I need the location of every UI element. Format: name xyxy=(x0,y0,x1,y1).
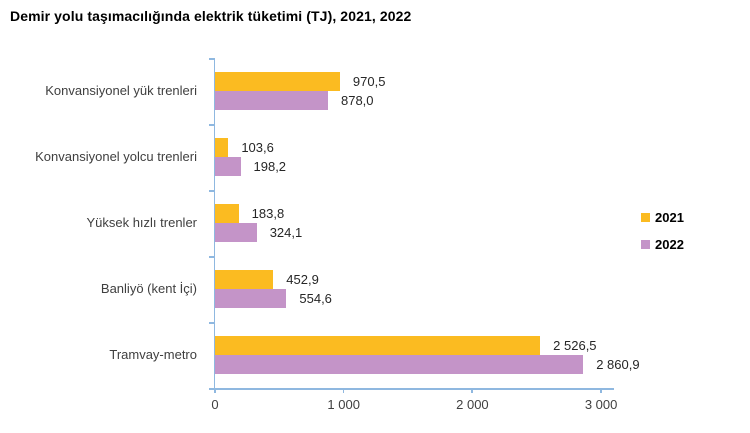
bar-2022 xyxy=(215,223,257,242)
x-axis-tick-label: 3 000 xyxy=(584,397,618,412)
legend-label-2022: 2022 xyxy=(655,237,684,252)
bar-2022 xyxy=(215,355,584,374)
x-axis-tick-label: 0 xyxy=(211,397,219,412)
x-axis-tick xyxy=(342,388,345,393)
category-label: Yüksek hızlı trenler xyxy=(86,214,197,230)
legend-swatch-2022 xyxy=(641,240,650,249)
value-label-2021: 2 526,5 xyxy=(553,338,597,353)
legend-item-2022: 2022 xyxy=(641,237,684,252)
category-label: Tramvay-metro xyxy=(109,346,197,362)
value-label-2022: 554,6 xyxy=(299,291,332,306)
category-label: Konvansiyonel yük trenleri xyxy=(45,82,197,98)
bar-2022 xyxy=(215,91,328,110)
legend-item-2021: 2021 xyxy=(641,210,684,225)
x-axis-tick xyxy=(600,388,602,393)
value-label-2021: 970,5 xyxy=(352,74,386,89)
bar-2021 xyxy=(215,204,239,223)
legend: 2021 2022 xyxy=(641,210,684,252)
value-label-2022: 2 860,9 xyxy=(596,357,640,372)
value-label-2022: 198,2 xyxy=(253,159,287,174)
bar-2021 xyxy=(215,270,274,289)
x-axis-line xyxy=(213,388,614,390)
x-axis-tick-label: 1 000 xyxy=(327,397,360,412)
y-axis-tick xyxy=(208,256,214,258)
x-axis-tick xyxy=(214,388,216,393)
value-label-2022: 324,1 xyxy=(269,225,303,240)
bar-2021 xyxy=(215,138,229,157)
category-label: Banliyö (kent İçi) xyxy=(100,280,197,296)
y-axis-tick xyxy=(208,388,214,390)
chart-title: Demir yolu taşımacılığında elektrik tüke… xyxy=(10,8,412,24)
legend-label-2021: 2021 xyxy=(655,210,684,225)
bar-2021 xyxy=(215,72,340,91)
x-axis-tick-label: 2 000 xyxy=(456,397,489,412)
y-axis-tick xyxy=(208,190,214,192)
x-axis-tick xyxy=(471,388,473,393)
bar-2022 xyxy=(215,157,241,176)
bar-2022 xyxy=(215,289,287,308)
y-axis-tick xyxy=(208,124,214,126)
category-label: Konvansiyonel yolcu trenleri xyxy=(35,148,197,164)
value-label-2022: 878,0 xyxy=(340,93,374,108)
value-label-2021: 103,6 xyxy=(241,140,274,155)
y-axis-tick xyxy=(208,322,214,324)
y-axis-tick xyxy=(208,58,214,60)
y-axis-line xyxy=(213,58,215,389)
bar-2021 xyxy=(215,336,541,355)
value-label-2021: 183,8 xyxy=(251,206,285,221)
legend-swatch-2021 xyxy=(641,213,650,222)
value-label-2021: 452,9 xyxy=(286,272,319,287)
